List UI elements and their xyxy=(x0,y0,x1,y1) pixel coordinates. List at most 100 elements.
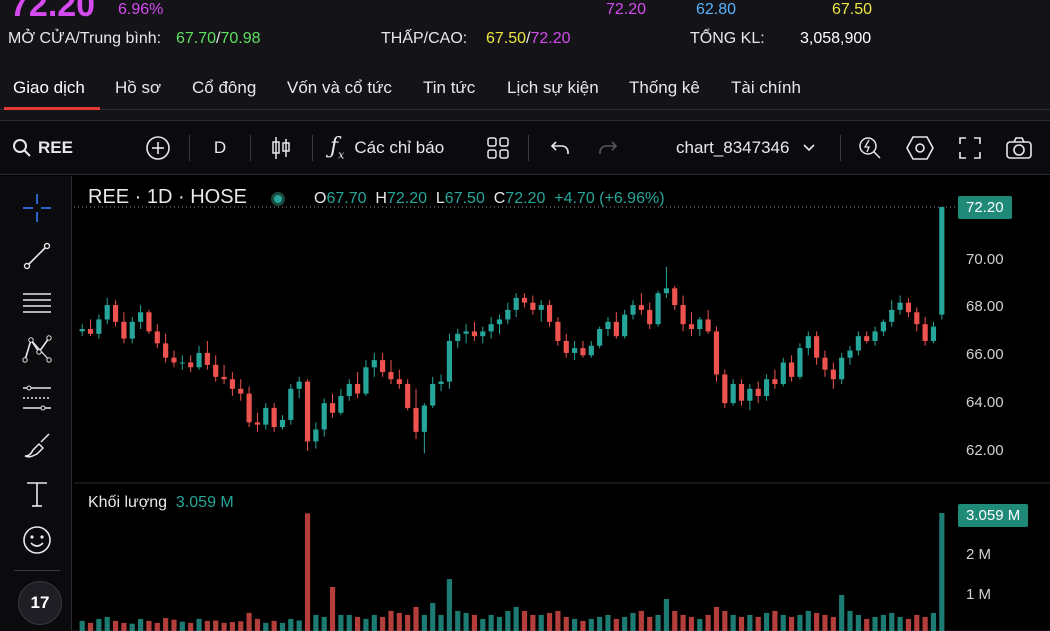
text-tool[interactable] xyxy=(16,474,58,514)
total-volume-label: TỔNG KL: xyxy=(690,30,765,47)
tab-ho-so[interactable]: Hồ sơ xyxy=(115,78,162,97)
indicators-button[interactable]: ƒx Các chỉ báo xyxy=(330,121,464,175)
candle-body xyxy=(797,348,803,377)
candle-body xyxy=(313,429,319,442)
volume-bar xyxy=(421,614,427,631)
volume-axis-label: 2 M xyxy=(966,546,992,564)
volume-value: 3.059 M xyxy=(175,494,234,511)
candle-body xyxy=(638,305,644,310)
tab-tai-chinh[interactable]: Tài chính xyxy=(731,78,801,97)
candle-body xyxy=(730,384,736,404)
candle-body xyxy=(221,376,227,380)
fib-tool[interactable] xyxy=(16,284,58,324)
tab-tin-tuc[interactable]: Tin tức xyxy=(423,78,476,97)
candle-body xyxy=(805,336,811,349)
prediction-tool[interactable] xyxy=(16,378,58,418)
volume-bar xyxy=(163,618,169,631)
fullscreen-button[interactable] xyxy=(956,121,984,175)
tab-thong-ke[interactable]: Thống kê xyxy=(629,78,700,97)
candle-body xyxy=(530,302,536,310)
volume-bar xyxy=(488,614,494,631)
candle-body xyxy=(572,348,578,353)
volume-bar xyxy=(254,618,261,631)
low-key: L xyxy=(435,190,445,207)
interval-button[interactable]: D xyxy=(213,138,227,157)
pattern-icon xyxy=(22,335,52,363)
candle-body xyxy=(438,381,444,385)
tab-co-dong[interactable]: Cổ đông xyxy=(192,78,257,97)
volume-bar xyxy=(772,610,778,631)
settings-button[interactable] xyxy=(904,121,936,175)
candle-body xyxy=(722,374,728,404)
candle-body xyxy=(488,324,494,332)
candle-body xyxy=(738,384,745,401)
undo-button[interactable] xyxy=(546,121,574,175)
candle-body xyxy=(213,364,219,377)
candles-icon xyxy=(272,137,290,159)
volume-legend: Khối lượng 3.059 M xyxy=(88,494,234,512)
crosshair-tool[interactable] xyxy=(16,188,58,228)
redo-button[interactable] xyxy=(594,121,622,175)
quick-search-button[interactable] xyxy=(856,121,884,175)
slash: / xyxy=(526,30,531,47)
candle-body xyxy=(747,388,753,401)
volume-bar xyxy=(79,620,85,631)
candle-body xyxy=(413,407,419,432)
volume-bar xyxy=(363,618,369,631)
ceiling-price: 72.20 xyxy=(606,1,647,18)
drawing-toolbar xyxy=(0,176,72,631)
candle-body xyxy=(138,312,144,322)
tab-giao-dich[interactable]: Giao dịch xyxy=(13,78,85,97)
low-value: 67.50 xyxy=(486,30,527,47)
volume-bar xyxy=(805,610,811,631)
volume-bar xyxy=(755,616,761,631)
symbol-search[interactable]: REE xyxy=(12,121,76,175)
tradingview-logo[interactable]: 17 xyxy=(18,581,62,625)
snapshot-button[interactable] xyxy=(1002,121,1036,175)
volume-bar xyxy=(346,614,352,631)
chart-plot-area[interactable]: REE · 1D · HOSE O67.70 H72.20 L67.50 C72… xyxy=(74,176,1050,631)
volume-bar xyxy=(622,616,628,631)
compare-symbol-button[interactable] xyxy=(142,121,174,175)
candle-body xyxy=(229,379,235,389)
pattern-tool[interactable] xyxy=(16,330,58,370)
trend-line-tool[interactable] xyxy=(16,236,58,276)
quote-header: 72.20 6.96% 72.20 62.80 67.50 MỞ CỬA/Tru… xyxy=(0,0,1050,60)
templates-button[interactable] xyxy=(484,121,512,175)
emoji-tool[interactable] xyxy=(16,520,58,560)
volume-bar xyxy=(830,616,836,631)
candle-body xyxy=(680,305,686,325)
volume-bar xyxy=(822,614,828,631)
volume-bar xyxy=(538,614,544,631)
candle-body xyxy=(421,405,427,432)
volume-bar xyxy=(179,621,185,631)
candle-body xyxy=(146,312,152,332)
text-icon xyxy=(27,482,47,507)
candle-body xyxy=(480,331,486,337)
volume-bar xyxy=(455,610,461,631)
tab-von-va-co-tuc[interactable]: Vốn và cổ tức xyxy=(287,78,392,97)
brush-tool[interactable] xyxy=(16,426,58,466)
floor-price: 62.80 xyxy=(696,1,737,18)
chart-type-button[interactable] xyxy=(266,121,296,175)
candle-body xyxy=(338,395,344,413)
close-key: C xyxy=(493,190,506,207)
plus-circle-icon xyxy=(146,136,170,160)
volume-bar xyxy=(463,612,469,631)
candle-body xyxy=(513,297,519,310)
candle-body xyxy=(304,381,311,442)
volume-bar xyxy=(371,614,377,631)
candle-body xyxy=(471,331,478,337)
candle-body xyxy=(329,403,336,413)
volume-bar xyxy=(713,606,720,631)
volume-bar xyxy=(263,622,269,631)
candle-body xyxy=(897,302,903,310)
layout-selector[interactable]: chart_8347346 xyxy=(676,121,832,175)
volume-bar xyxy=(238,621,244,631)
volume-bar xyxy=(471,614,478,631)
volume-bar xyxy=(121,622,127,631)
tab-lich-su-kien[interactable]: Lịch sự kiện xyxy=(507,78,599,97)
candle-body xyxy=(188,362,194,368)
candle-body xyxy=(855,336,861,351)
low-val: 67.50 xyxy=(444,190,485,207)
